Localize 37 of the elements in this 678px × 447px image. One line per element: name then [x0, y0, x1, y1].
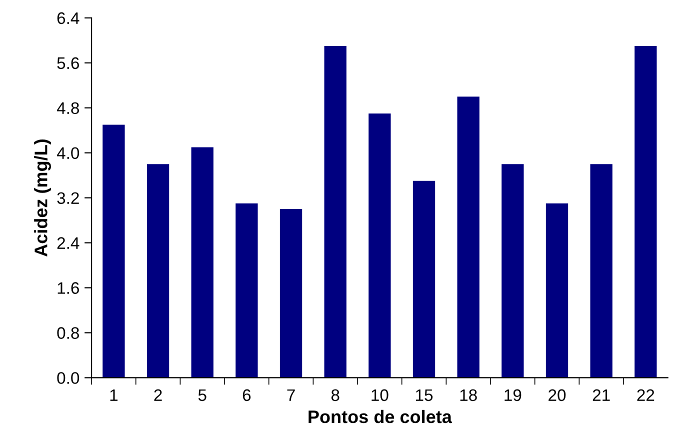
bar	[146, 164, 170, 378]
x-axis-title: Pontos de coleta	[308, 410, 452, 424]
bar	[236, 203, 258, 378]
bar	[368, 113, 391, 378]
x-tick-label: 19	[504, 389, 522, 402]
x-tick-label: 1	[110, 389, 118, 401]
x-tick-label: 20	[548, 389, 566, 402]
bar	[324, 46, 346, 378]
y-tick-label: 3.2	[57, 192, 79, 204]
y-tick-label: 4.8	[56, 102, 79, 114]
y-tick-label: 0.0	[57, 372, 80, 384]
bar	[280, 209, 302, 378]
bar	[191, 147, 214, 378]
x-tick-label: 6	[242, 389, 251, 402]
bar	[457, 96, 480, 378]
x-tick-label: 18	[460, 389, 477, 402]
bar	[102, 124, 125, 378]
x-tick-label: 21	[592, 389, 610, 401]
y-axis-title: Acidez (mg/L)	[34, 140, 51, 257]
bar	[502, 164, 524, 378]
y-tick-label: 1.6	[58, 282, 79, 294]
x-tick-label: 8	[331, 389, 340, 402]
x-tick-label: 15	[416, 389, 433, 402]
bar	[590, 164, 612, 378]
bar	[634, 46, 657, 378]
x-tick-label: 7	[287, 389, 295, 401]
y-tick-label: 5.6	[57, 57, 79, 70]
x-tick-label: 22	[637, 389, 654, 401]
y-tick-label: 4.0	[56, 147, 80, 160]
y-tick-label: 2.4	[57, 237, 80, 249]
bar	[412, 180, 436, 378]
y-tick-label: 0.8	[57, 327, 79, 339]
x-tick-label: 10	[372, 389, 388, 402]
x-tick-label: 5	[198, 389, 206, 402]
y-tick-label: 6.4	[57, 12, 80, 24]
bar	[546, 203, 568, 378]
x-tick-label: 2	[154, 389, 162, 401]
